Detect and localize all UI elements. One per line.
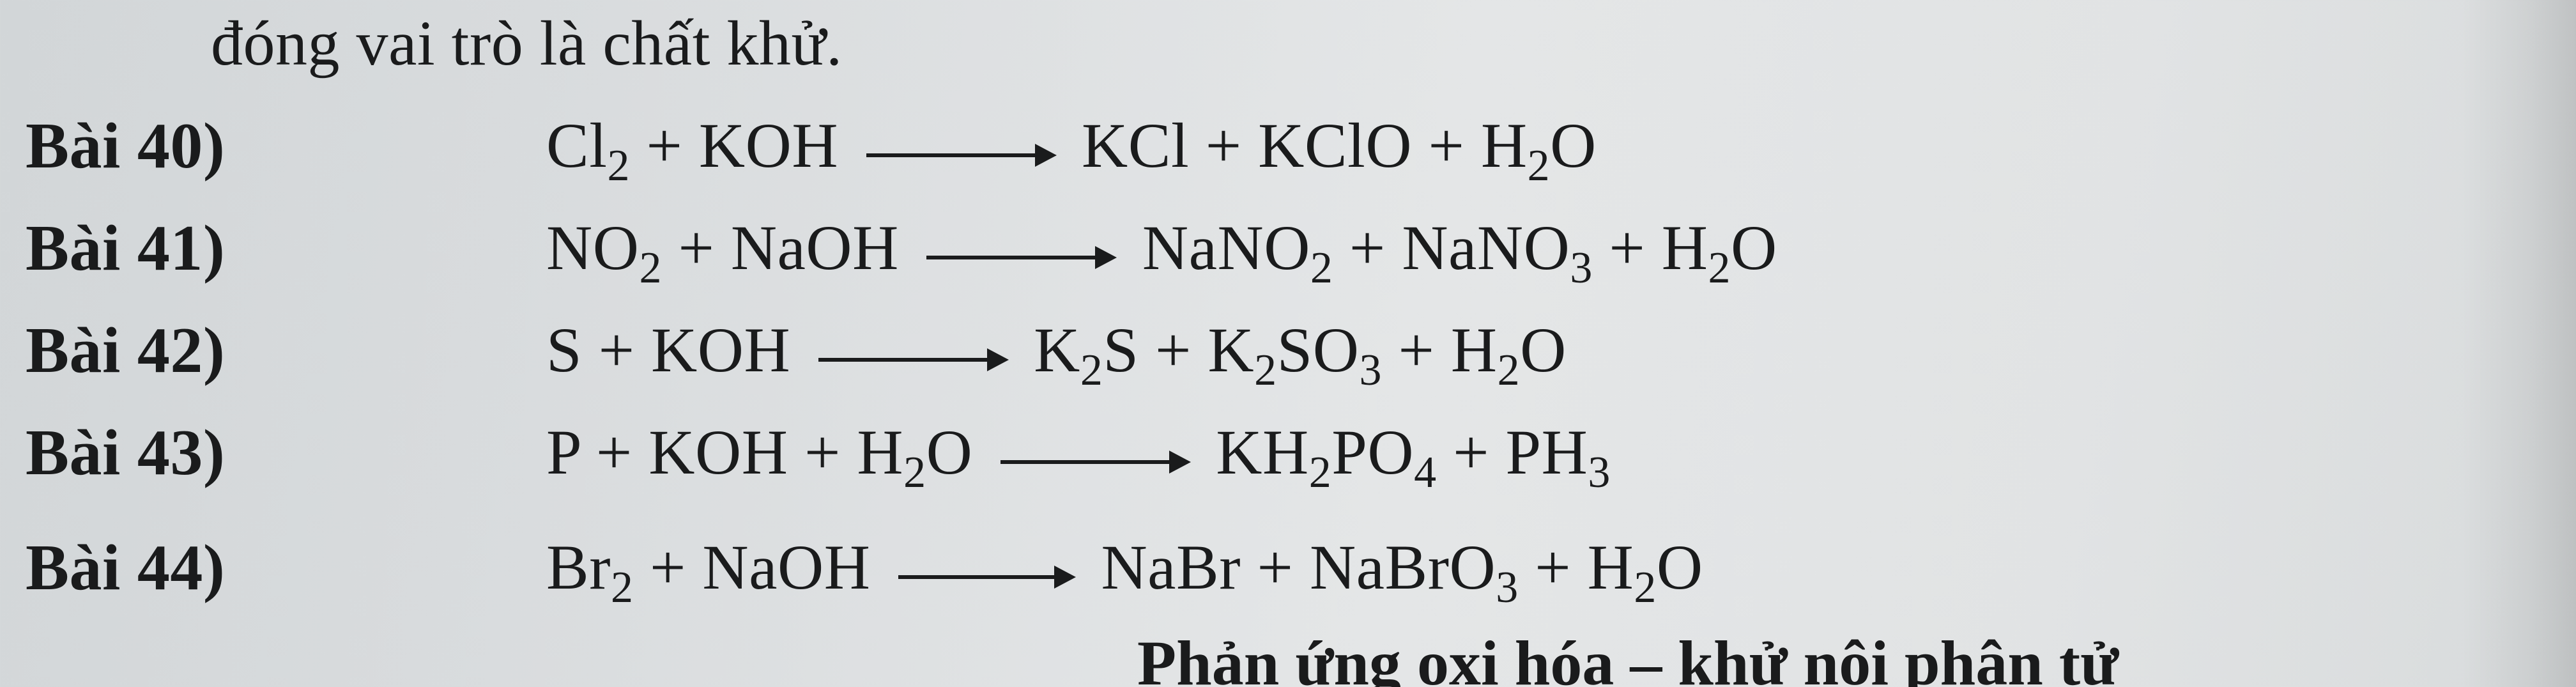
formula-text: O [1520, 314, 1567, 385]
reaction-arrow-icon [1000, 419, 1191, 492]
reaction-arrow-icon [926, 214, 1117, 288]
chemical-equation: Br2 + NaOH NaBr + NaBrO3 + H2O [546, 530, 1703, 611]
subscript: 3 [1588, 448, 1611, 497]
subscript: 2 [1498, 346, 1521, 395]
formula-text: P + KOH + [546, 417, 857, 488]
formula-text: KH [1216, 417, 1308, 488]
subscript: 2 [1080, 346, 1103, 395]
subscript: 2 [903, 448, 926, 497]
formula-text: H [1481, 110, 1528, 181]
formula-text: O [1550, 110, 1597, 181]
formula-text: Cl [546, 110, 607, 181]
formula-text: PO [1331, 417, 1414, 488]
formula-text: + [1437, 417, 1506, 488]
subscript: 3 [1570, 243, 1593, 293]
reaction-arrow-icon [866, 112, 1057, 185]
formula-text: + KOH [630, 110, 838, 181]
formula-text: S + [1103, 314, 1208, 385]
subscript: 3 [1496, 563, 1519, 612]
reaction-arrow-icon [898, 534, 1076, 607]
chemical-equation: P + KOH + H2O KH2PO4 + PH3 [546, 415, 1611, 496]
exercise-label: Bài 42) [26, 313, 225, 388]
formula-text: NaBrO [1310, 532, 1496, 603]
intro-text: đóng vai trò là chất khử. [211, 12, 843, 75]
formula-text: + [1593, 212, 1662, 283]
formula-text: + NaOH [662, 212, 899, 283]
subscript: 2 [1310, 243, 1333, 293]
subscript: 3 [1359, 346, 1382, 395]
formula-text: + [1333, 212, 1402, 283]
subscript: 2 [1309, 448, 1332, 497]
subscript: 2 [1708, 243, 1731, 293]
formula-text: NaNO [1142, 212, 1310, 283]
formula-text: NaBr + [1101, 532, 1310, 603]
formula-text: H [857, 417, 903, 488]
formula-text: + [1519, 532, 1588, 603]
exercise-label: Bài 44) [26, 530, 225, 605]
formula-text: K [1034, 314, 1080, 385]
page-shadow [2461, 0, 2576, 687]
formula-text: NO [546, 212, 639, 283]
chemical-equation: S + KOH K2S + K2SO3 + H2O [546, 313, 1567, 394]
formula-text: H [1662, 212, 1708, 283]
reaction-arrow-icon [818, 316, 1009, 390]
subscript: 2 [1528, 141, 1551, 190]
subscript: 2 [611, 563, 634, 612]
formula-text: + NaOH [634, 532, 871, 603]
formula-text: H [1588, 532, 1634, 603]
chemical-equation: Cl2 + KOH KCl + KClO + H2O [546, 109, 1597, 189]
formula-text: SO [1277, 314, 1360, 385]
formula-text: O [1657, 532, 1703, 603]
subscript: 4 [1414, 448, 1437, 497]
formula-text: KCl + KClO + [1082, 110, 1481, 181]
formula-text: + [1382, 314, 1451, 385]
formula-text: PH [1505, 417, 1588, 488]
subscript: 2 [607, 141, 630, 190]
formula-text: Br [546, 532, 611, 603]
formula-text: O [926, 417, 973, 488]
formula-text: H [1451, 314, 1498, 385]
footer-heading: Phản ứng oxi hóa – khử nội phân tử [1137, 626, 2119, 687]
formula-text: K [1208, 314, 1254, 385]
exercise-label: Bài 43) [26, 415, 225, 490]
formula-text: NaNO [1402, 212, 1570, 283]
formula-text: S + KOH [546, 314, 790, 385]
subscript: 2 [1634, 563, 1657, 612]
exercise-label: Bài 40) [26, 109, 225, 183]
chemical-equation: NO2 + NaOH NaNO2 + NaNO3 + H2O [546, 211, 1777, 291]
exercise-label: Bài 41) [26, 211, 225, 286]
formula-text: O [1731, 212, 1777, 283]
subscript: 2 [639, 243, 662, 293]
subscript: 2 [1254, 346, 1277, 395]
textbook-page: đóng vai trò là chất khử. Bài 40)Cl2 + K… [0, 0, 2576, 687]
